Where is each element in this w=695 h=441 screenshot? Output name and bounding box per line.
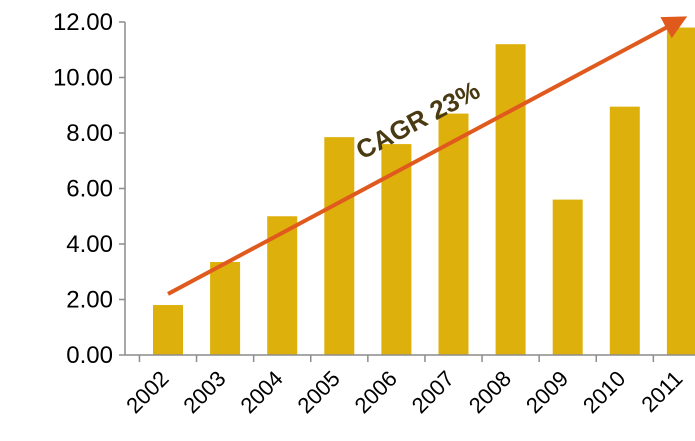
y-tick-label: 10.00 (53, 65, 113, 92)
x-tick-label: 2003 (178, 366, 230, 418)
x-tick-label: 2010 (578, 366, 630, 418)
bar (552, 199, 583, 355)
x-tick-label: 2006 (350, 366, 402, 418)
x-tick-label: 2004 (235, 366, 287, 418)
bar (609, 106, 640, 355)
bar (438, 113, 469, 355)
y-axis: 0.00 2.00 4.00 6.00 8.00 10.00 12.00 (53, 9, 126, 369)
cagr-arrow (167, 16, 688, 296)
y-tick-label: 2.00 (66, 287, 113, 314)
y-tick-label: 0.00 (66, 342, 113, 369)
y-tick-label: 8.00 (66, 120, 113, 147)
bar (324, 137, 355, 355)
x-tick-label: 2011 (636, 366, 687, 417)
y-tick-label: 6.00 (66, 176, 113, 203)
y-tick-label: 4.00 (66, 231, 113, 258)
annotation-group: CAGR 23% (167, 16, 688, 296)
bar (495, 44, 526, 355)
x-axis: 2002 2003 2004 2005 2006 2007 2008 2009 2010 2011 (121, 354, 695, 418)
y-tick-label: 12.00 (53, 9, 113, 36)
x-tick-label: 2007 (407, 366, 459, 418)
bars (153, 27, 695, 356)
bar (666, 27, 695, 356)
x-tick-label: 2009 (521, 366, 573, 418)
x-tick-label: 2005 (293, 366, 345, 418)
bar (210, 262, 241, 355)
bar (153, 305, 183, 355)
x-tick-label: 2002 (121, 366, 173, 418)
x-tick-label: 2008 (464, 366, 516, 418)
